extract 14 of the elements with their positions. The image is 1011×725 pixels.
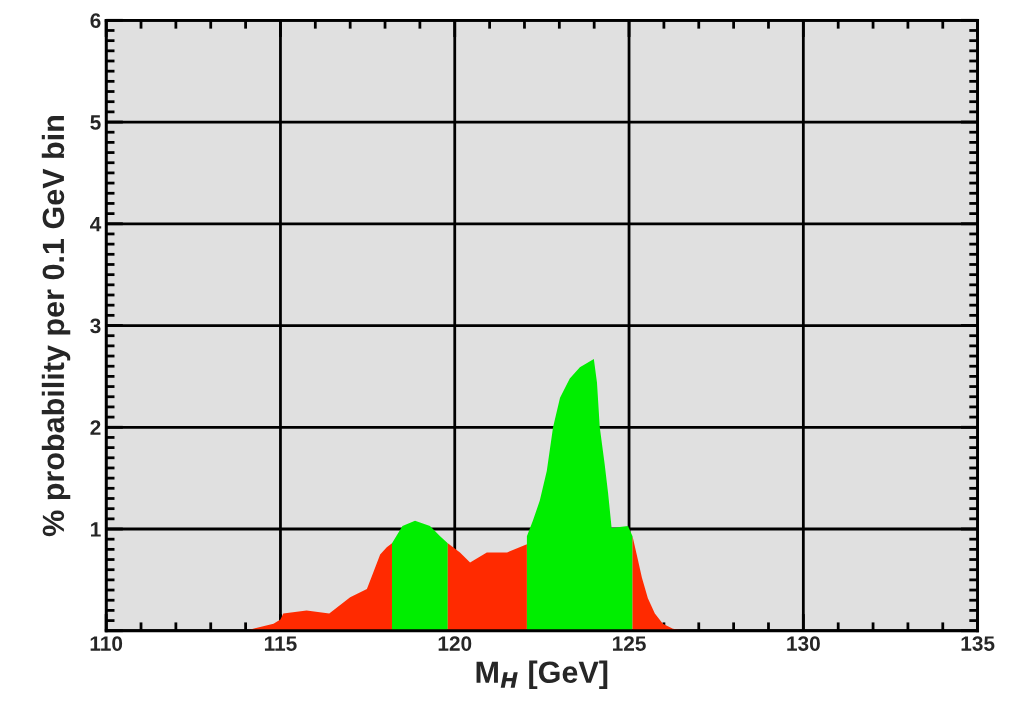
x-tick-label: 130	[787, 636, 820, 651]
y-tick-label: 1	[91, 522, 101, 537]
x-tick-label: 115	[264, 636, 297, 651]
x-axis-title: M$_{H}$ [GeV]	[476, 660, 608, 690]
x-tick-label: 125	[612, 636, 646, 651]
y-tick-label: 4	[90, 217, 102, 232]
y-tick-label: 6	[90, 13, 101, 29]
x-tick-label: 110	[90, 636, 123, 651]
x-tick-label: 120	[438, 636, 472, 651]
y-tick-label: 5	[90, 115, 101, 130]
y-axis-title: % probability per 0.1 GeV bin	[41, 116, 71, 537]
y-tick-label: 3	[90, 318, 101, 334]
x-tick-label: 135	[961, 636, 995, 651]
y-tick-label: 2	[90, 420, 101, 435]
